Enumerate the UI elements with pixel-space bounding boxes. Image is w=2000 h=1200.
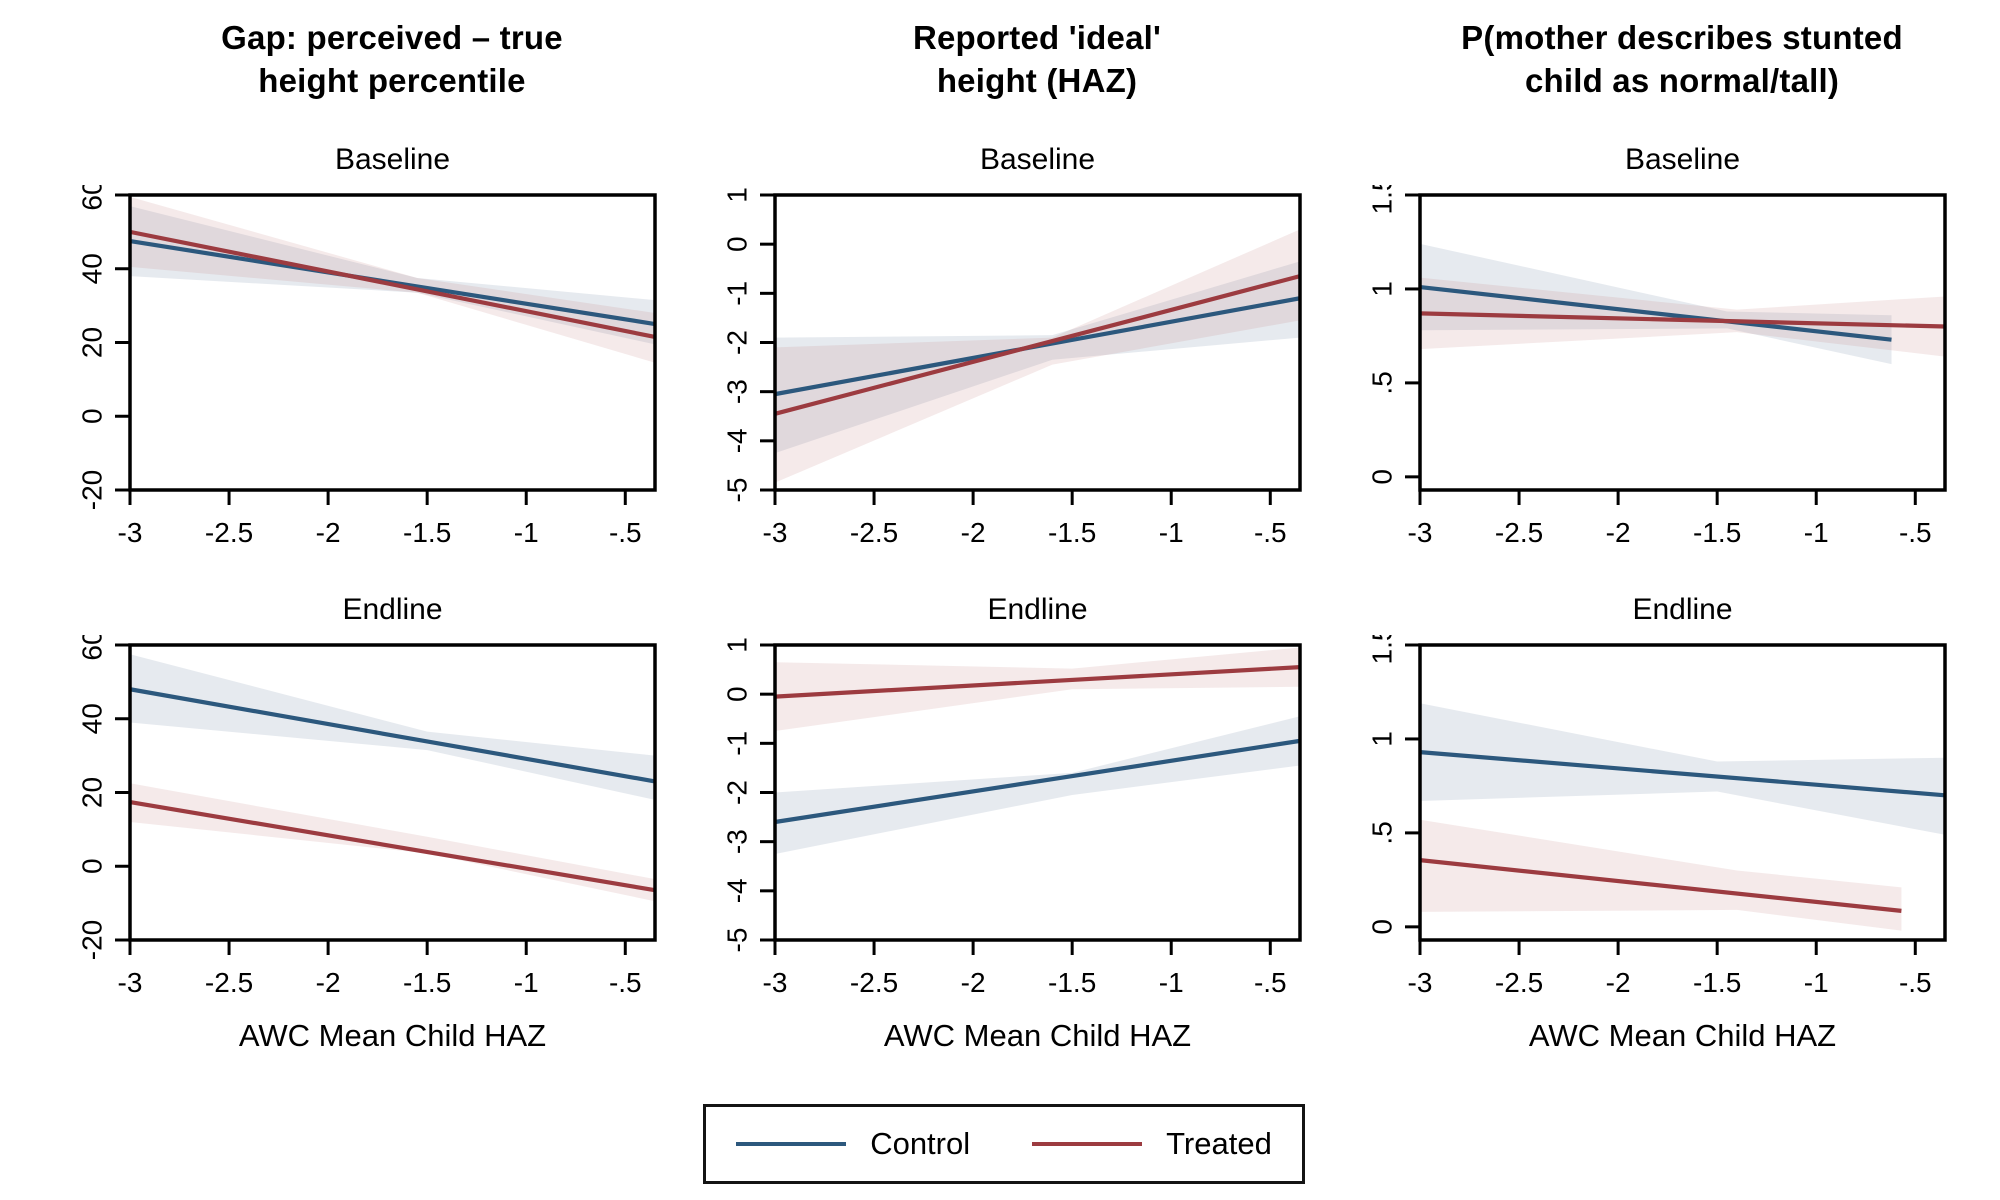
svg-text:1: 1 (722, 187, 753, 203)
svg-text:-5: -5 (722, 928, 753, 953)
column-title-ideal-line2: height (HAZ) (936, 62, 1138, 99)
svg-text:-3: -3 (1408, 967, 1433, 998)
svg-text:-5: -5 (722, 478, 753, 503)
x-axis-label-ideal: AWC Mean Child HAZ (883, 1018, 1192, 1053)
svg-text:-20: -20 (77, 470, 108, 510)
svg-text:-1: -1 (1159, 967, 1184, 998)
column-title-gap-line2: height percentile (258, 62, 526, 99)
chart-pmother-endline: -3 -2.5 -2 -1.5 -1 -.5 0 .5 1 1.5 (1367, 635, 1947, 998)
svg-text:-3: -3 (763, 517, 788, 548)
treated-line-sample (1032, 1142, 1143, 1146)
svg-text:-2.5: -2.5 (205, 967, 253, 998)
svg-text:-1: -1 (722, 731, 753, 756)
svg-text:-4: -4 (722, 878, 753, 903)
svg-text:-1: -1 (722, 281, 753, 306)
svg-text:-2: -2 (1606, 967, 1631, 998)
svg-text:-1.5: -1.5 (1693, 967, 1741, 998)
chart-gap-baseline: -3 -2.5 -2 -1.5 -1 -.5 -20 0 20 40 60 (77, 185, 657, 548)
svg-text:-.5: -.5 (1254, 967, 1287, 998)
svg-text:0: 0 (1367, 919, 1398, 935)
svg-text:-2.5: -2.5 (205, 517, 253, 548)
svg-text:-3: -3 (118, 517, 143, 548)
subtitle-endline-gap: Endline (342, 593, 443, 626)
svg-text:-2: -2 (1606, 517, 1631, 548)
svg-text:-20: -20 (77, 920, 108, 960)
svg-text:-.5: -.5 (1899, 967, 1932, 998)
chart-pmother-baseline: -3 -2.5 -2 -1.5 -1 -.5 0 .5 1 1.5 (1367, 185, 1947, 548)
svg-text:-4: -4 (722, 428, 753, 453)
legend-control-label: Control (870, 1126, 971, 1161)
svg-text:1.5: 1.5 (1367, 185, 1398, 214)
svg-text:-1.5: -1.5 (1693, 517, 1741, 548)
svg-text:-2.5: -2.5 (1495, 517, 1543, 548)
svg-text:-.5: -.5 (609, 967, 642, 998)
chart-ideal-endline: -3 -2.5 -2 -1.5 -1 -.5 -5 -4 -3 -2 -1 0 1 (722, 637, 1302, 998)
svg-text:20: 20 (77, 327, 108, 358)
svg-text:0: 0 (722, 686, 753, 702)
svg-text:-2: -2 (316, 967, 341, 998)
svg-text:0: 0 (77, 408, 108, 424)
subtitle-baseline-gap: Baseline (334, 143, 451, 176)
svg-text:-1: -1 (1804, 517, 1829, 548)
svg-text:.5: .5 (1367, 821, 1398, 844)
svg-text:40: 40 (77, 703, 108, 734)
chart-gap-endline: -3 -2.5 -2 -1.5 -1 -.5 -20 0 20 40 60 (77, 635, 657, 998)
svg-text:0: 0 (722, 236, 753, 252)
svg-text:-2: -2 (722, 330, 753, 355)
x-axis-label-pmother: AWC Mean Child HAZ (1528, 1018, 1837, 1053)
svg-text:-2: -2 (316, 517, 341, 548)
svg-text:-.5: -.5 (1899, 517, 1932, 548)
svg-text:1.5: 1.5 (1367, 635, 1398, 664)
subtitle-endline-pmother: Endline (1632, 593, 1733, 626)
svg-text:1: 1 (722, 637, 753, 653)
svg-text:-1: -1 (514, 967, 539, 998)
svg-text:-.5: -.5 (1254, 517, 1287, 548)
subtitle-baseline-ideal: Baseline (979, 143, 1096, 176)
svg-text:-3: -3 (722, 829, 753, 854)
svg-text:-2.5: -2.5 (850, 967, 898, 998)
svg-text:-.5: -.5 (609, 517, 642, 548)
svg-text:0: 0 (1367, 469, 1398, 485)
svg-text:1: 1 (1367, 731, 1398, 747)
svg-text:.5: .5 (1367, 371, 1398, 394)
svg-text:-3: -3 (763, 967, 788, 998)
svg-text:-1: -1 (514, 517, 539, 548)
column-title-ideal-line1: Reported 'ideal' (912, 19, 1162, 56)
svg-text:20: 20 (77, 777, 108, 808)
subtitle-baseline-pmother: Baseline (1624, 143, 1741, 176)
svg-text:-1.5: -1.5 (403, 967, 451, 998)
svg-text:0: 0 (77, 858, 108, 874)
svg-text:60: 60 (77, 185, 108, 211)
svg-text:-1.5: -1.5 (403, 517, 451, 548)
column-title-gap: Gap: perceived – true height percentile (72, 16, 712, 102)
x-axis-label-gap: AWC Mean Child HAZ (238, 1018, 547, 1053)
svg-text:60: 60 (77, 635, 108, 661)
svg-text:-1.5: -1.5 (1048, 967, 1096, 998)
svg-text:-2.5: -2.5 (1495, 967, 1543, 998)
column-title-gap-line1: Gap: perceived – true (221, 19, 563, 56)
svg-text:-2.5: -2.5 (850, 517, 898, 548)
svg-text:40: 40 (77, 253, 108, 284)
column-title-ideal: Reported 'ideal' height (HAZ) (717, 16, 1357, 102)
column-title-pmother: P(mother describes stunted child as norm… (1362, 16, 2000, 102)
subtitle-endline-ideal: Endline (987, 593, 1088, 626)
control-line-sample (736, 1142, 847, 1146)
svg-text:-2: -2 (961, 517, 986, 548)
svg-text:-1: -1 (1159, 517, 1184, 548)
svg-text:-2: -2 (722, 780, 753, 805)
legend-treated-label: Treated (1166, 1126, 1272, 1161)
svg-text:-3: -3 (118, 967, 143, 998)
column-title-pmother-line1: P(mother describes stunted (1461, 19, 1903, 56)
svg-text:-1: -1 (1804, 967, 1829, 998)
svg-text:1: 1 (1367, 281, 1398, 297)
svg-text:-3: -3 (722, 379, 753, 404)
column-title-pmother-line2: child as normal/tall) (1524, 62, 1840, 99)
svg-text:-1.5: -1.5 (1048, 517, 1096, 548)
chart-ideal-baseline: -3 -2.5 -2 -1.5 -1 -.5 -5 -4 -3 -2 -1 0 1 (722, 187, 1302, 548)
svg-text:-2: -2 (961, 967, 986, 998)
svg-text:-3: -3 (1408, 517, 1433, 548)
legend: Control Treated (703, 1104, 1305, 1184)
